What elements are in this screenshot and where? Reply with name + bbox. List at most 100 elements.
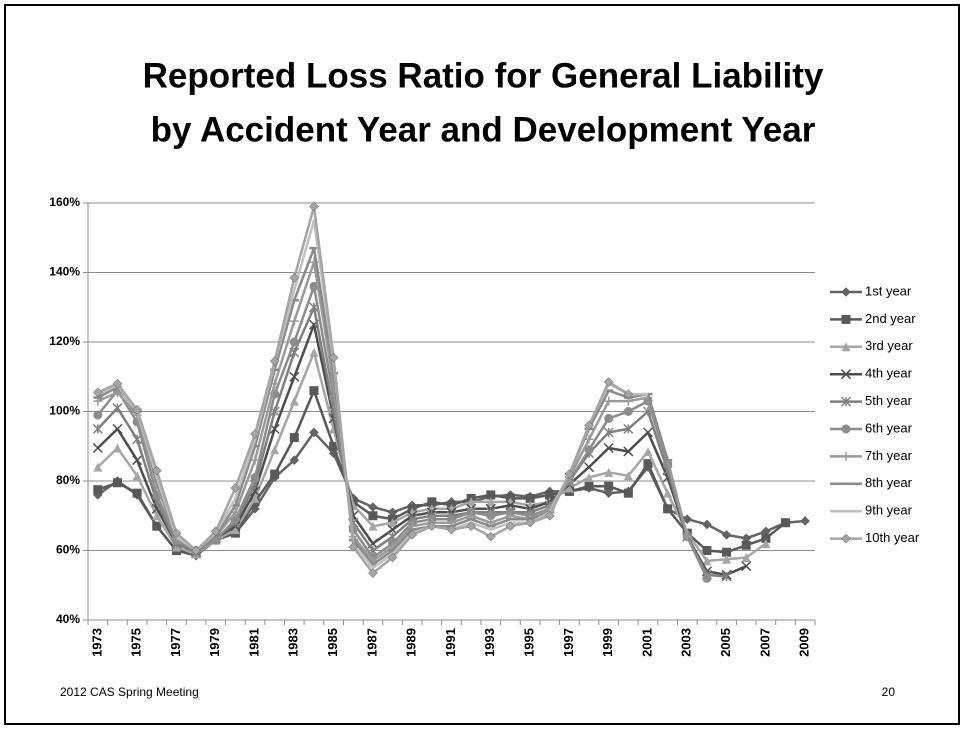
marker xyxy=(525,493,535,503)
y-tick-label: 100% xyxy=(49,404,80,418)
marker xyxy=(643,446,653,456)
marker xyxy=(584,473,594,483)
marker xyxy=(93,410,103,420)
marker xyxy=(93,462,103,472)
marker xyxy=(112,378,123,389)
x-tick-label: 1981 xyxy=(246,628,261,657)
marker xyxy=(92,387,103,398)
marker xyxy=(446,524,457,535)
marker xyxy=(328,352,339,363)
x-tick-label: 1983 xyxy=(286,628,301,657)
slide-frame xyxy=(4,4,960,725)
x-tick-label: 1987 xyxy=(364,628,379,657)
marker xyxy=(132,471,142,481)
legend-label: 8th year xyxy=(865,475,913,490)
marker xyxy=(426,521,437,532)
marker xyxy=(682,514,693,525)
x-tick-label: 2001 xyxy=(639,628,654,657)
marker xyxy=(722,554,732,564)
marker xyxy=(289,433,299,443)
x-tick-label: 2003 xyxy=(679,628,694,657)
marker xyxy=(642,427,654,438)
marker xyxy=(741,561,752,572)
marker xyxy=(250,429,260,439)
x-tick-label: 1991 xyxy=(443,628,458,657)
marker xyxy=(289,455,300,466)
marker xyxy=(270,469,280,479)
marker xyxy=(348,542,359,552)
legend-label: 3rd year xyxy=(865,338,913,353)
marker xyxy=(289,316,299,326)
marker xyxy=(152,521,162,531)
marker xyxy=(604,481,614,491)
marker xyxy=(466,497,476,507)
marker xyxy=(623,423,634,434)
y-tick-label: 40% xyxy=(56,612,80,626)
marker xyxy=(702,546,712,555)
marker xyxy=(841,424,851,434)
marker xyxy=(564,483,574,493)
chart-title: Reported Loss Ratio for General Liabilit… xyxy=(143,56,824,95)
legend-label: 1st year xyxy=(865,283,912,298)
y-tick-label: 120% xyxy=(49,334,80,348)
x-tick-label: 1979 xyxy=(207,628,222,657)
marker xyxy=(92,423,103,434)
marker xyxy=(486,497,496,507)
marker xyxy=(584,462,595,473)
marker xyxy=(603,488,614,499)
marker xyxy=(702,519,712,530)
marker xyxy=(250,493,260,503)
marker xyxy=(112,423,123,434)
x-tick-label: 2009 xyxy=(797,628,812,657)
marker xyxy=(368,511,378,521)
marker xyxy=(564,469,575,479)
marker xyxy=(761,539,771,549)
marker xyxy=(584,445,594,455)
marker xyxy=(584,420,594,431)
marker xyxy=(643,459,653,469)
marker xyxy=(623,488,633,498)
marker xyxy=(603,377,614,387)
marker xyxy=(761,533,771,543)
marker xyxy=(309,201,319,212)
marker xyxy=(623,471,633,481)
marker xyxy=(289,337,299,347)
series xyxy=(92,201,634,578)
x-tick-label: 1989 xyxy=(404,628,419,657)
y-tick-label: 80% xyxy=(56,473,80,487)
marker xyxy=(151,465,162,476)
marker xyxy=(584,434,594,444)
marker xyxy=(368,521,378,531)
marker xyxy=(171,528,182,538)
marker xyxy=(289,371,300,382)
marker xyxy=(132,488,142,498)
marker xyxy=(427,497,437,507)
legend-label: 7th year xyxy=(865,448,913,463)
x-tick-label: 1977 xyxy=(168,628,183,657)
y-tick-label: 60% xyxy=(56,543,80,557)
marker xyxy=(309,281,319,291)
x-tick-label: 1995 xyxy=(522,628,537,657)
marker xyxy=(841,314,851,324)
marker xyxy=(466,521,477,532)
legend-label: 6th year xyxy=(865,420,913,435)
marker xyxy=(841,342,851,352)
marker xyxy=(623,446,634,457)
marker xyxy=(486,490,496,500)
y-tick-label: 160% xyxy=(49,195,80,209)
marker xyxy=(702,556,712,566)
marker xyxy=(132,455,143,466)
marker xyxy=(722,547,732,557)
marker xyxy=(485,531,496,542)
marker xyxy=(544,510,555,521)
marker xyxy=(840,369,852,380)
marker xyxy=(368,568,378,578)
marker xyxy=(309,386,319,396)
x-tick-label: 1985 xyxy=(325,628,340,657)
marker xyxy=(840,396,852,407)
marker xyxy=(230,483,241,493)
marker xyxy=(289,396,299,406)
marker xyxy=(841,287,851,297)
x-tick-label: 1975 xyxy=(129,628,144,657)
x-tick-label: 2007 xyxy=(757,628,772,657)
